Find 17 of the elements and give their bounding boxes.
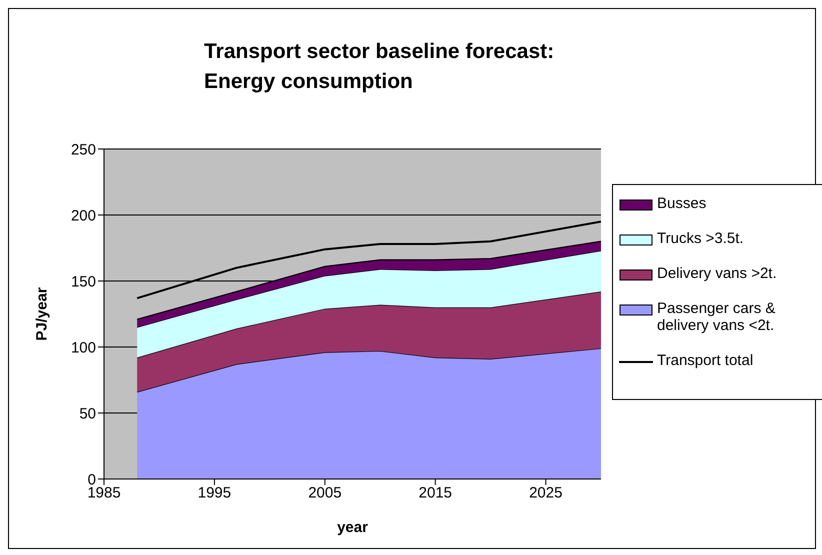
y-tick-label: 50: [79, 405, 96, 422]
legend-label: Trucks >3.5t.: [657, 230, 744, 247]
legend-label: Transport total: [657, 352, 754, 369]
chart-title: Transport sector baseline forecast: Energy consumption: [204, 39, 554, 95]
x-tick-label: 2025: [529, 484, 562, 502]
y-tick-label: 200: [70, 207, 96, 224]
y-tick-label: 150: [70, 273, 96, 290]
legend-label: Busses: [657, 195, 706, 212]
x-tick-label: 2015: [418, 484, 452, 502]
legend-label: Delivery vans >2t.: [657, 265, 777, 282]
x-tick-label: 2005: [308, 484, 342, 502]
legend-label: Passenger cars & delivery vans <2t.: [657, 300, 776, 334]
y-tick-label: 250: [70, 141, 96, 158]
y-tick-label: 100: [70, 339, 96, 356]
x-axis-title: year: [337, 519, 368, 536]
x-tick-label: 1995: [198, 484, 232, 502]
y-axis-title: PJ/year: [33, 287, 50, 341]
